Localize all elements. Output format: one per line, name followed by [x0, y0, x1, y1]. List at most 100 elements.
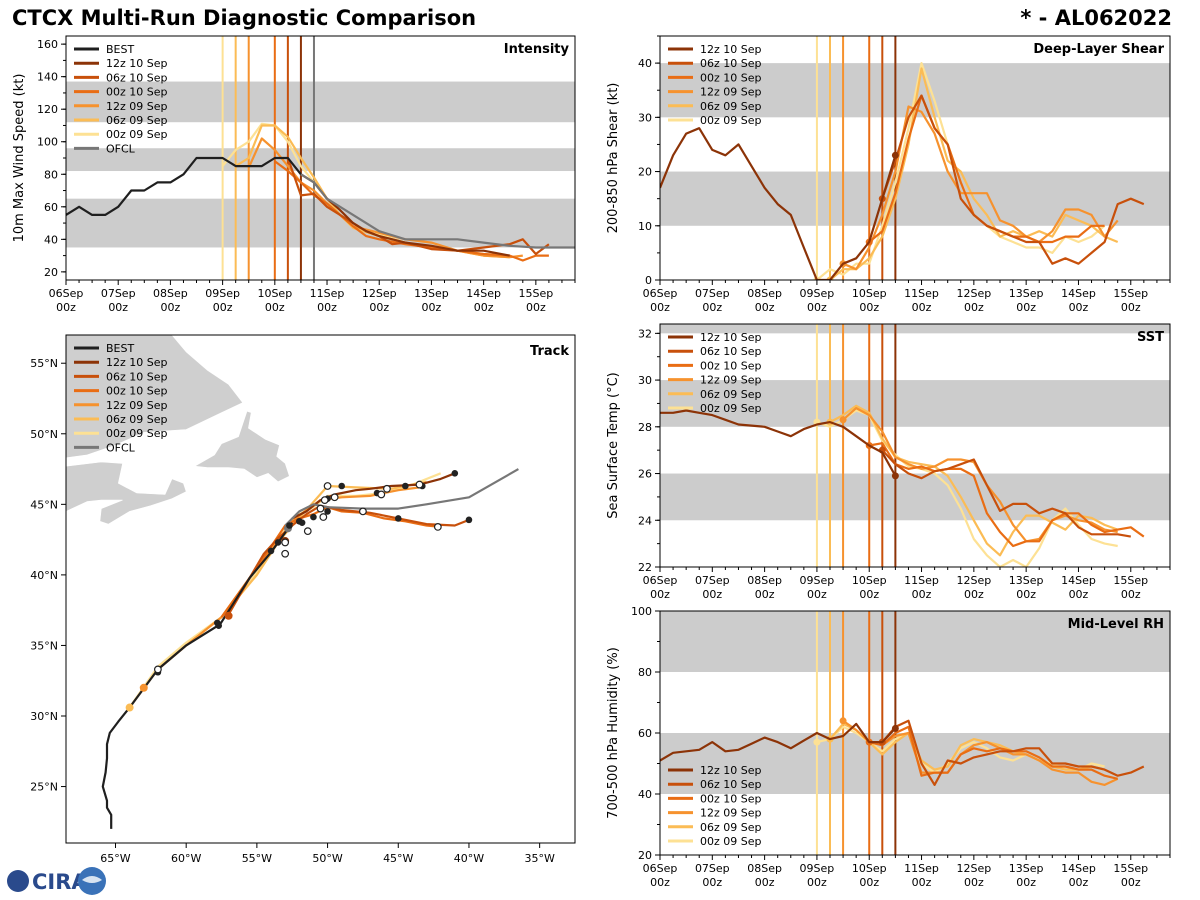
legend-label: 12z 10 Sep — [700, 331, 762, 344]
track-position-marker-open — [323, 482, 332, 490]
series-line — [881, 449, 1131, 538]
legend-label: 06z 10 Sep — [106, 71, 168, 84]
legend-label: 06z 10 Sep — [106, 370, 168, 383]
init-point — [891, 724, 899, 732]
series-line — [300, 173, 575, 249]
legend-label: 12z 10 Sep — [700, 43, 762, 56]
x-tick-label: 08Sep 00z — [153, 287, 188, 314]
x-tick-label: 12Sep 00z — [956, 574, 991, 601]
y-tick-label: 0 — [645, 274, 652, 287]
x-tick-label: 15Sep 00z — [518, 287, 553, 314]
x-tick-label: 14Sep 00z — [466, 287, 501, 314]
shaded-band — [66, 148, 575, 172]
shaded-band — [660, 380, 1170, 427]
track-position-marker — [215, 622, 222, 629]
x-tick-label: 45°W — [383, 852, 413, 865]
y-tick-label: 80 — [44, 168, 58, 181]
series-line — [829, 404, 1119, 557]
track-marker — [224, 611, 233, 620]
legend-label: 06z 09 Sep — [106, 413, 168, 426]
y-tick-label: 160 — [37, 38, 58, 51]
shaded-band — [660, 171, 1170, 226]
x-tick-label: 07Sep 00z — [695, 574, 730, 601]
track-position-marker-open — [359, 507, 367, 516]
shaded-band — [660, 611, 1170, 672]
y-tick-label: 45°N — [30, 498, 58, 511]
track-position-marker — [298, 519, 306, 526]
legend-label: 06z 09 Sep — [106, 114, 168, 127]
series-line — [660, 722, 897, 762]
track-position-marker-open — [316, 504, 325, 513]
track-position-marker-open — [433, 523, 442, 531]
track-panel: 65°W 60°W 55°W 50°W 45°W 40°W 35°W 25°N 30°N 35°N… — [30, 334, 576, 865]
legend-label: BEST — [106, 342, 134, 355]
y-tick-label: 20 — [638, 849, 652, 862]
track-position-marker — [402, 482, 409, 490]
series-line — [881, 94, 1145, 265]
track-line — [220, 506, 441, 618]
y-tick-label: 24 — [638, 514, 652, 527]
series-line — [842, 105, 1119, 271]
y-axis-label: 10m Max Wind Speed (kt) — [12, 74, 27, 243]
track-position-marker-open — [319, 513, 328, 521]
x-tick-label: 09Sep 00z — [205, 287, 240, 314]
legend-label: 06z 10 Sep — [700, 345, 762, 358]
series-line — [66, 156, 302, 216]
track-position-marker — [338, 482, 346, 490]
legend-label: 12z 09 Sep — [700, 807, 762, 820]
legend-label: 12z 09 Sep — [106, 399, 168, 412]
y-tick-label: 10 — [638, 220, 652, 233]
x-tick-label: 07Sep 00z — [695, 287, 730, 314]
y-tick-label: 25°N — [30, 781, 58, 794]
legend-label: 06z 10 Sep — [700, 778, 762, 791]
x-tick-label: 10Sep 00z — [257, 287, 292, 314]
series-line — [660, 409, 897, 477]
track-position-marker — [465, 516, 473, 524]
legend-label: 12z 10 Sep — [106, 57, 168, 70]
x-tick-label: 40°W — [454, 852, 484, 865]
y-axis-label: 700-500 hPa Humidity (%) — [606, 647, 621, 819]
y-tick-label: 30°N — [30, 710, 58, 723]
legend-label: 00z 10 Sep — [106, 385, 168, 398]
y-axis-label: 200-850 hPa Shear (kt) — [606, 83, 621, 234]
land-mass — [66, 461, 187, 525]
x-tick-label: 15Sep 00z — [1113, 287, 1148, 314]
x-tick-label: 50°W — [312, 852, 342, 865]
panel-title: Mid-Level RH — [1068, 617, 1164, 632]
legend-label: 00z 09 Sep — [700, 114, 762, 127]
legend-label: 00z 10 Sep — [106, 86, 168, 99]
y-tick-label: 40 — [638, 788, 652, 801]
track-position-marker — [274, 539, 282, 546]
x-tick-label: 07Sep 00z — [695, 862, 730, 889]
track-line — [101, 522, 294, 829]
series-line — [829, 67, 1119, 280]
legend-label: 00z 10 Sep — [700, 359, 762, 372]
init-point — [891, 151, 899, 159]
x-tick-label: 35°W — [524, 852, 554, 865]
y-tick-label: 50°N — [30, 428, 58, 441]
init-point — [839, 717, 847, 725]
track-position-marker — [267, 547, 275, 555]
land-mass — [66, 335, 244, 459]
y-tick-label: 30 — [638, 111, 652, 124]
x-tick-label: 07Sep 00z — [101, 287, 136, 314]
track-position-marker-open — [154, 665, 162, 674]
series-line — [660, 127, 897, 280]
x-tick-label: 13Sep 00z — [1009, 574, 1044, 601]
x-tick-label: 08Sep 00z — [747, 574, 782, 601]
legend-label: 00z 10 Sep — [700, 792, 762, 805]
track-position-marker-open — [377, 490, 386, 499]
legend-label: 12z 10 Sep — [106, 356, 168, 369]
y-tick-label: 32 — [638, 327, 652, 340]
track-position-marker-open — [303, 527, 312, 536]
x-tick-label: 12Sep 00z — [956, 287, 991, 314]
legend-label: 12z 09 Sep — [106, 100, 168, 113]
intensity-panel: 06Sep 00z 07Sep 00z 08Sep 00z 09Sep 00z 10Sep 00z… — [12, 35, 576, 314]
x-tick-label: 09Sep 00z — [800, 287, 835, 314]
series-line — [869, 442, 1145, 548]
x-tick-label: 14Sep 00z — [1061, 574, 1096, 601]
y-tick-label: 40°N — [30, 569, 58, 582]
x-tick-label: 11Sep 00z — [904, 862, 939, 889]
page-title: CTCX Multi-Run Diagnostic Comparison — [12, 6, 477, 30]
